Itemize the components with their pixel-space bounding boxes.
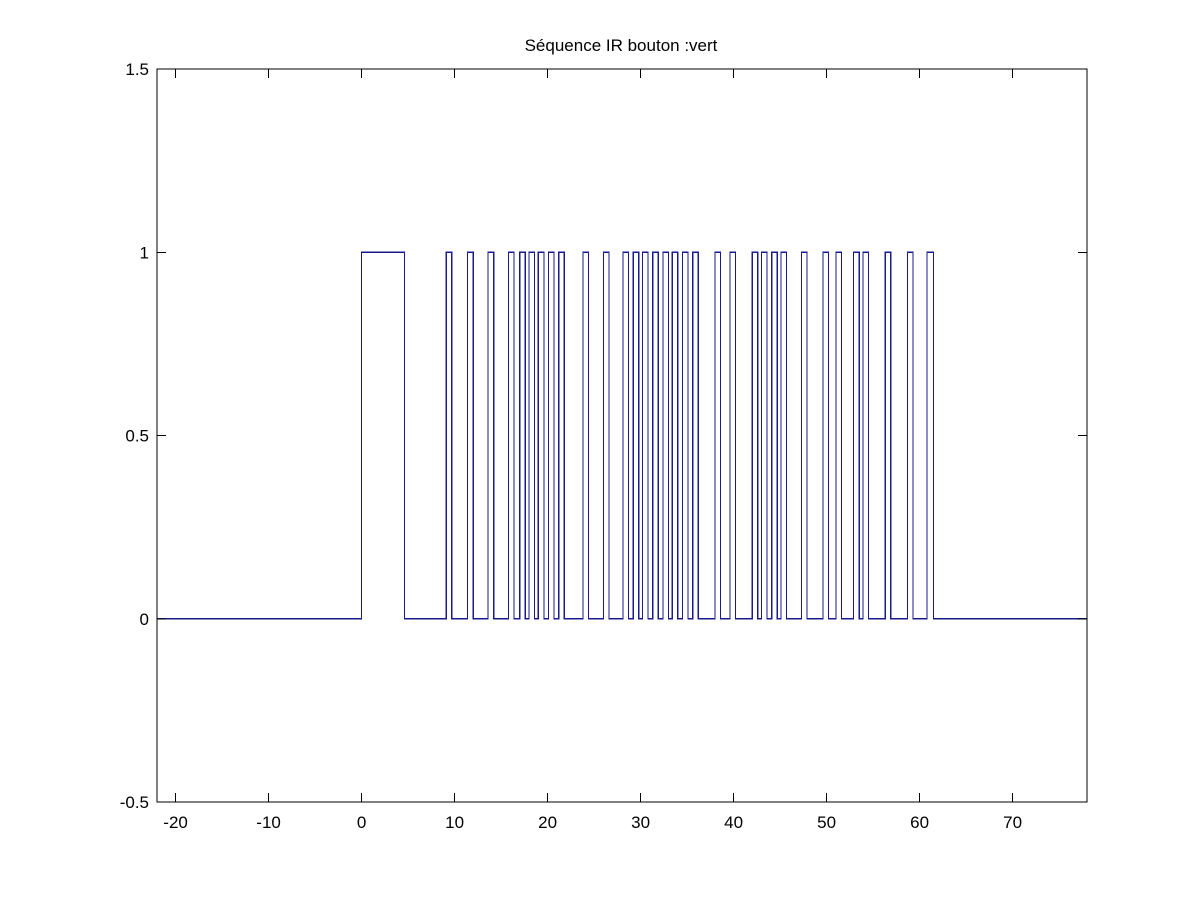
x-tick-label: 10 bbox=[445, 813, 464, 832]
chart-title: Séquence IR bouton :vert bbox=[525, 36, 718, 55]
y-tick-label: 0 bbox=[140, 610, 149, 629]
x-tick-label: 20 bbox=[538, 813, 557, 832]
y-tick-label: 0.5 bbox=[125, 427, 149, 446]
x-tick-label: 0 bbox=[357, 813, 366, 832]
x-tick-label: 40 bbox=[724, 813, 743, 832]
y-tick-label: 1 bbox=[140, 243, 149, 262]
plot-area: -20 -10 0 10 20 30 40 50 60 70 -0.5 0 0.5 1 1.5 bbox=[120, 60, 1088, 832]
y-tick-label: -0.5 bbox=[120, 793, 149, 812]
y-tick-label: 1.5 bbox=[125, 60, 149, 79]
x-tick-label: 50 bbox=[817, 813, 836, 832]
x-tick-label: -10 bbox=[256, 813, 281, 832]
x-tick-label: 60 bbox=[910, 813, 929, 832]
x-tick-label: 70 bbox=[1003, 813, 1022, 832]
x-tick-label: 30 bbox=[631, 813, 650, 832]
x-tick-label: -20 bbox=[163, 813, 188, 832]
